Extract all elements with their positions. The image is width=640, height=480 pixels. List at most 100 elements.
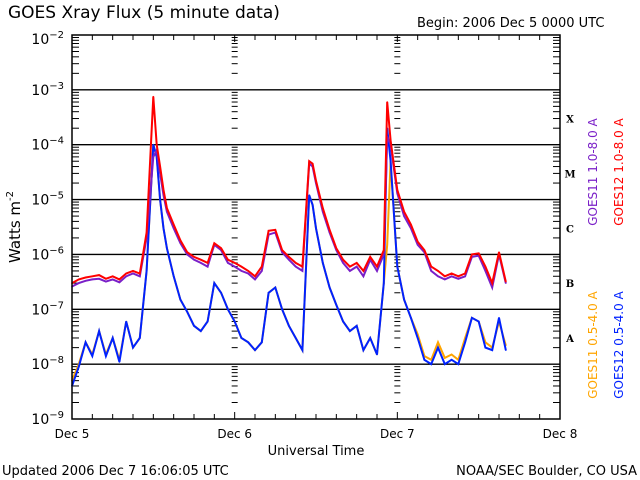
- data-point: [477, 320, 480, 323]
- x-axis-label: Universal Time: [268, 444, 365, 459]
- data-point: [105, 280, 107, 283]
- data-point: [369, 256, 372, 258]
- legend-long-channel: GOES11 1.0-8.0 A GOES12 1.0-8.0 A: [586, 117, 626, 225]
- data-point: [281, 308, 283, 311]
- data-point: [152, 95, 155, 98]
- data-point: [464, 272, 466, 275]
- data-point: [172, 223, 175, 226]
- data-point: [403, 298, 405, 301]
- data-point: [349, 330, 351, 332]
- data-point: [132, 270, 134, 272]
- data-point: [152, 143, 155, 146]
- data-point: [193, 325, 195, 327]
- y-tick-exponent: −5: [49, 191, 64, 202]
- data-point: [464, 275, 466, 278]
- data-point: [342, 258, 344, 261]
- data-point: [261, 270, 263, 272]
- data-point: [267, 230, 270, 232]
- y-tick-label: 10−3: [31, 81, 64, 99]
- data-point: [437, 275, 439, 278]
- data-point: [430, 359, 433, 361]
- data-point: [125, 272, 127, 275]
- data-point: [423, 249, 426, 251]
- data-point: [491, 349, 494, 351]
- y-axis-label-exponent: -2: [5, 191, 16, 201]
- data-point: [159, 198, 161, 201]
- data-point: [105, 355, 107, 357]
- data-point: [383, 249, 385, 251]
- data-point: [383, 282, 385, 284]
- data-point: [450, 353, 453, 356]
- credit-label: NOAA/SEC Boulder, CO USA: [456, 464, 637, 479]
- data-point: [416, 244, 419, 246]
- y-tick-exponent: −7: [49, 300, 64, 311]
- data-point: [396, 189, 399, 191]
- data-point: [328, 286, 331, 289]
- data-point: [186, 251, 188, 253]
- y-axis-label: Watts m-2: [5, 191, 24, 263]
- data-point: [288, 325, 290, 327]
- data-point: [410, 223, 412, 226]
- data-point: [281, 249, 283, 251]
- data-point: [423, 359, 426, 361]
- data-point: [186, 311, 188, 313]
- data-point: [84, 341, 87, 344]
- y-tick-base: 10: [31, 32, 49, 48]
- data-point: [78, 282, 80, 284]
- y-tick-label: 10−9: [31, 410, 64, 428]
- y-tick-exponent: −6: [49, 245, 64, 256]
- y-tick-label: 10−7: [31, 300, 64, 318]
- data-point: [254, 275, 256, 278]
- data-point: [288, 256, 290, 258]
- y-tick-base: 10: [31, 247, 49, 263]
- data-point: [301, 265, 304, 268]
- data-point: [200, 330, 202, 332]
- data-point: [261, 341, 263, 344]
- data-point: [132, 346, 134, 349]
- data-point: [444, 357, 446, 359]
- data-point: [322, 262, 324, 264]
- flare-class-m: M: [564, 169, 575, 180]
- data-point: [349, 270, 351, 272]
- y-tick-label: 10−8: [31, 355, 64, 373]
- data-point: [322, 207, 324, 209]
- data-point: [91, 355, 94, 357]
- data-point: [376, 353, 378, 356]
- data-point: [139, 337, 141, 339]
- data-point: [254, 349, 256, 351]
- data-point: [227, 308, 229, 311]
- data-point: [403, 210, 405, 213]
- data-point: [349, 265, 351, 268]
- plot-frame: [71, 34, 561, 420]
- flare-class-labels: X M C B A: [564, 115, 575, 345]
- data-point: [78, 365, 80, 368]
- data-point: [172, 275, 175, 278]
- data-point: [145, 231, 148, 234]
- y-tick-base: 10: [31, 412, 49, 428]
- y-tick-label: 10−2: [31, 30, 64, 48]
- x-tick-label: Dec 7: [380, 427, 415, 441]
- data-point: [294, 265, 297, 268]
- data-point: [457, 275, 460, 278]
- data-point: [288, 258, 290, 261]
- data-point: [301, 270, 304, 272]
- data-point: [430, 270, 433, 272]
- x-tick-label: Dec 5: [55, 427, 90, 441]
- data-point: [91, 275, 94, 278]
- data-point: [430, 265, 433, 268]
- data-point: [308, 194, 311, 196]
- x-tick-labels: Dec 5 Dec 6 Dec 7 Dec 8: [55, 427, 578, 441]
- data-point: [162, 189, 165, 191]
- legend-item-goes11-0-5-4-0-a: GOES11 0.5-4.0 A: [586, 290, 600, 398]
- y-tick-base: 10: [31, 302, 49, 318]
- data-point: [125, 275, 127, 278]
- data-point: [111, 278, 114, 281]
- data-point: [491, 282, 494, 284]
- flare-class-a: A: [565, 334, 574, 345]
- data-point: [139, 275, 141, 278]
- data-point: [193, 256, 195, 258]
- y-tick-label: 10−6: [31, 245, 64, 263]
- data-point: [247, 341, 249, 344]
- data-point: [389, 160, 392, 162]
